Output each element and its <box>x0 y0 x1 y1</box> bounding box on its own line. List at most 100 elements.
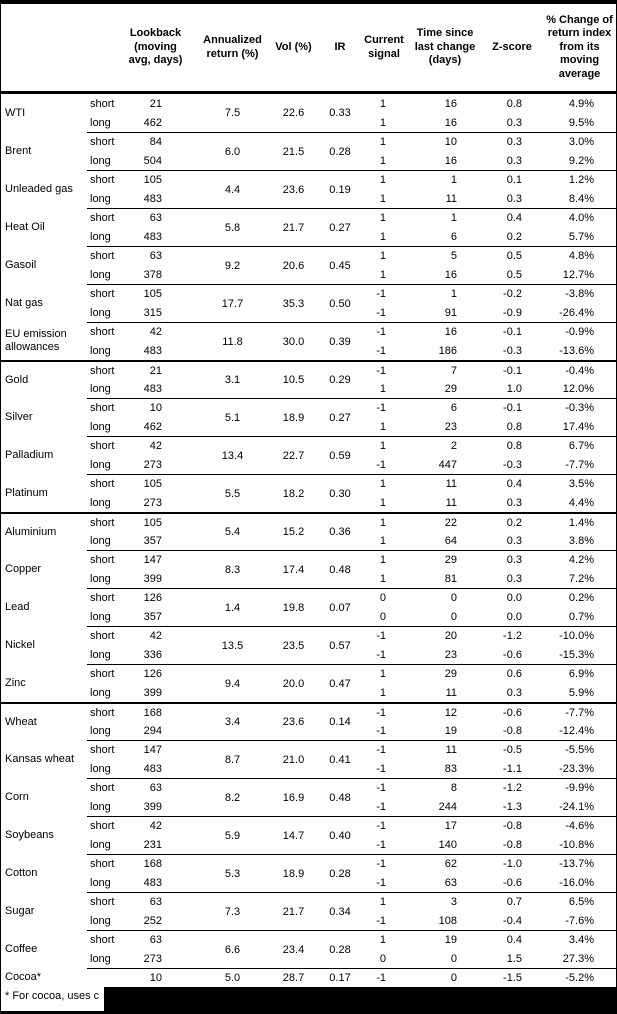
horizon-label <box>87 968 125 987</box>
lookback-value: 168 <box>125 702 186 721</box>
horizon-label: long <box>90 420 111 433</box>
ir-value: 0.41 <box>321 740 359 778</box>
pct-change-value: -13.7% <box>543 854 616 873</box>
pct-change-value: 6.5% <box>543 892 616 911</box>
current-signal-value: -1 <box>376 838 386 851</box>
zscore-value: -0.3 <box>503 458 522 471</box>
current-signal-value: -1 <box>376 876 386 889</box>
pct-change-value: -16.0% <box>559 876 594 889</box>
lookback-value: 105 <box>125 512 186 531</box>
time-since-change-value: 0 <box>450 952 457 965</box>
zscore-value: -1.0 <box>481 854 543 873</box>
current-signal-value: -1 <box>359 740 409 759</box>
horizon-label: long <box>90 838 111 851</box>
time-since-change-value: 5 <box>409 246 481 265</box>
pct-change-value: 4.2% <box>543 550 616 569</box>
lookback-value: 231 <box>143 838 162 851</box>
current-signal-value: 0 <box>379 610 386 623</box>
horizon-label: short <box>87 360 125 379</box>
ir-value: 0.39 <box>321 322 359 360</box>
horizon-label: long <box>90 762 111 775</box>
vol-value: 30.0 <box>266 322 321 360</box>
table-row-coffee-long: long 273 0 0 1.5 27.3% <box>1 949 616 968</box>
zscore-value: 0.3 <box>506 192 522 205</box>
annualized-return-value: 6.0 <box>186 132 266 170</box>
lookback-value: 42 <box>125 436 186 455</box>
vol-value: 21.7 <box>266 208 321 246</box>
pct-change-value: 1.2% <box>543 170 616 189</box>
zscore-value: -1.2 <box>481 626 543 645</box>
table-row-lead-short: Lead short 126 1.4 19.8 0.07 0 0 0.0 0.2% <box>1 588 616 614</box>
current-signal-value: 1 <box>379 534 386 547</box>
commodity-name: Kansas wheat <box>5 752 75 765</box>
commodity-name: Zinc <box>5 676 26 689</box>
time-since-change-value: 29 <box>444 382 457 395</box>
time-since-change-value: 11 <box>445 496 457 509</box>
vol-value: 15.2 <box>266 512 321 550</box>
current-signal-value: 1 <box>359 132 409 151</box>
ir-value: 0.30 <box>321 474 359 512</box>
horizon-label: long <box>90 116 111 129</box>
pct-change-value: 7.2% <box>568 572 594 585</box>
ir-value: 0.28 <box>321 132 359 170</box>
annualized-return-value: 9.4 <box>186 664 266 702</box>
zscore-value: -0.5 <box>481 740 543 759</box>
lookback-value: 483 <box>143 230 162 243</box>
ir-value: 0.27 <box>321 208 359 246</box>
zscore-value: 0.4 <box>481 930 543 949</box>
table-row-heat-oil-long: long 483 1 6 0.2 5.7% <box>1 227 616 246</box>
table-row-gasoil-long: long 378 1 16 0.5 12.7% <box>1 265 616 284</box>
horizon-label: short <box>87 588 125 607</box>
zscore-value: 0.3 <box>506 534 522 547</box>
ir-value: 0.28 <box>321 930 359 968</box>
commodity-name: Gasoil <box>5 258 37 271</box>
zscore-value: 0.3 <box>481 132 543 151</box>
annualized-return-value: 5.5 <box>186 474 266 512</box>
table-row-unleaded-gas-long: long 483 1 11 0.3 8.4% <box>1 189 616 208</box>
horizon-label: short <box>87 550 125 569</box>
time-since-change-value: 0 <box>450 610 457 623</box>
horizon-label: short <box>87 664 125 683</box>
lookback-value: 315 <box>143 306 162 319</box>
time-since-change-value: 7 <box>409 360 481 379</box>
zscore-value: 0.4 <box>481 474 543 493</box>
commodity-name: Coffee <box>5 942 38 955</box>
time-since-change-value: 447 <box>438 458 457 471</box>
current-signal-value: 1 <box>359 208 409 227</box>
pct-change-value: -24.1% <box>559 800 594 813</box>
commodity-name: Nickel <box>5 638 35 651</box>
table-row-soybeans-short: Soybeans short 42 5.9 14.7 0.40 -1 17 -0.8 -4.6% <box>1 816 616 842</box>
ir-value: 0.48 <box>321 550 359 588</box>
current-signal-value: 1 <box>379 686 386 699</box>
pct-change-value: 3.4% <box>543 930 616 949</box>
ir-value: 0.14 <box>321 702 359 740</box>
current-signal-value: -1 <box>359 626 409 645</box>
time-since-change-value: 16 <box>409 322 481 341</box>
commodity-name: Cotton <box>5 866 38 879</box>
horizon-label: long <box>90 458 111 471</box>
time-since-change-value: 244 <box>438 800 457 813</box>
table-row-lead-long: long 357 0 0 0.0 0.7% <box>1 607 616 626</box>
lookback-value: 462 <box>143 116 162 129</box>
table-row-wheat-long: long 294 -1 19 -0.8 -12.4% <box>1 721 616 740</box>
current-signal-value: -1 <box>359 778 409 797</box>
ir-value: 0.45 <box>321 246 359 284</box>
pct-change-value: 3.5% <box>543 474 616 493</box>
commodity-name: Sugar <box>5 904 35 917</box>
lookback-value: 294 <box>143 724 162 737</box>
table-row-cotton-long: long 483 -1 63 -0.6 -16.0% <box>1 873 616 892</box>
time-since-change-value: 19 <box>444 724 457 737</box>
horizon-label: long <box>90 268 111 281</box>
current-signal-value: -1 <box>376 648 386 661</box>
pct-change-value: -10.0% <box>543 626 616 645</box>
pct-change-value: 12.0% <box>562 382 594 395</box>
current-signal-value: 1 <box>379 420 386 433</box>
horizon-label: long <box>90 534 111 547</box>
zscore-value: -0.9 <box>503 306 522 319</box>
zscore-value: 0.5 <box>481 246 543 265</box>
current-signal-value: 1 <box>379 496 386 509</box>
ir-value: 0.29 <box>321 360 359 398</box>
table-row-palladium-long: long 273 -1 447 -0.3 -7.7% <box>1 455 616 474</box>
lookback-value: 273 <box>143 952 162 965</box>
commodity-name: Palladium <box>5 448 54 461</box>
